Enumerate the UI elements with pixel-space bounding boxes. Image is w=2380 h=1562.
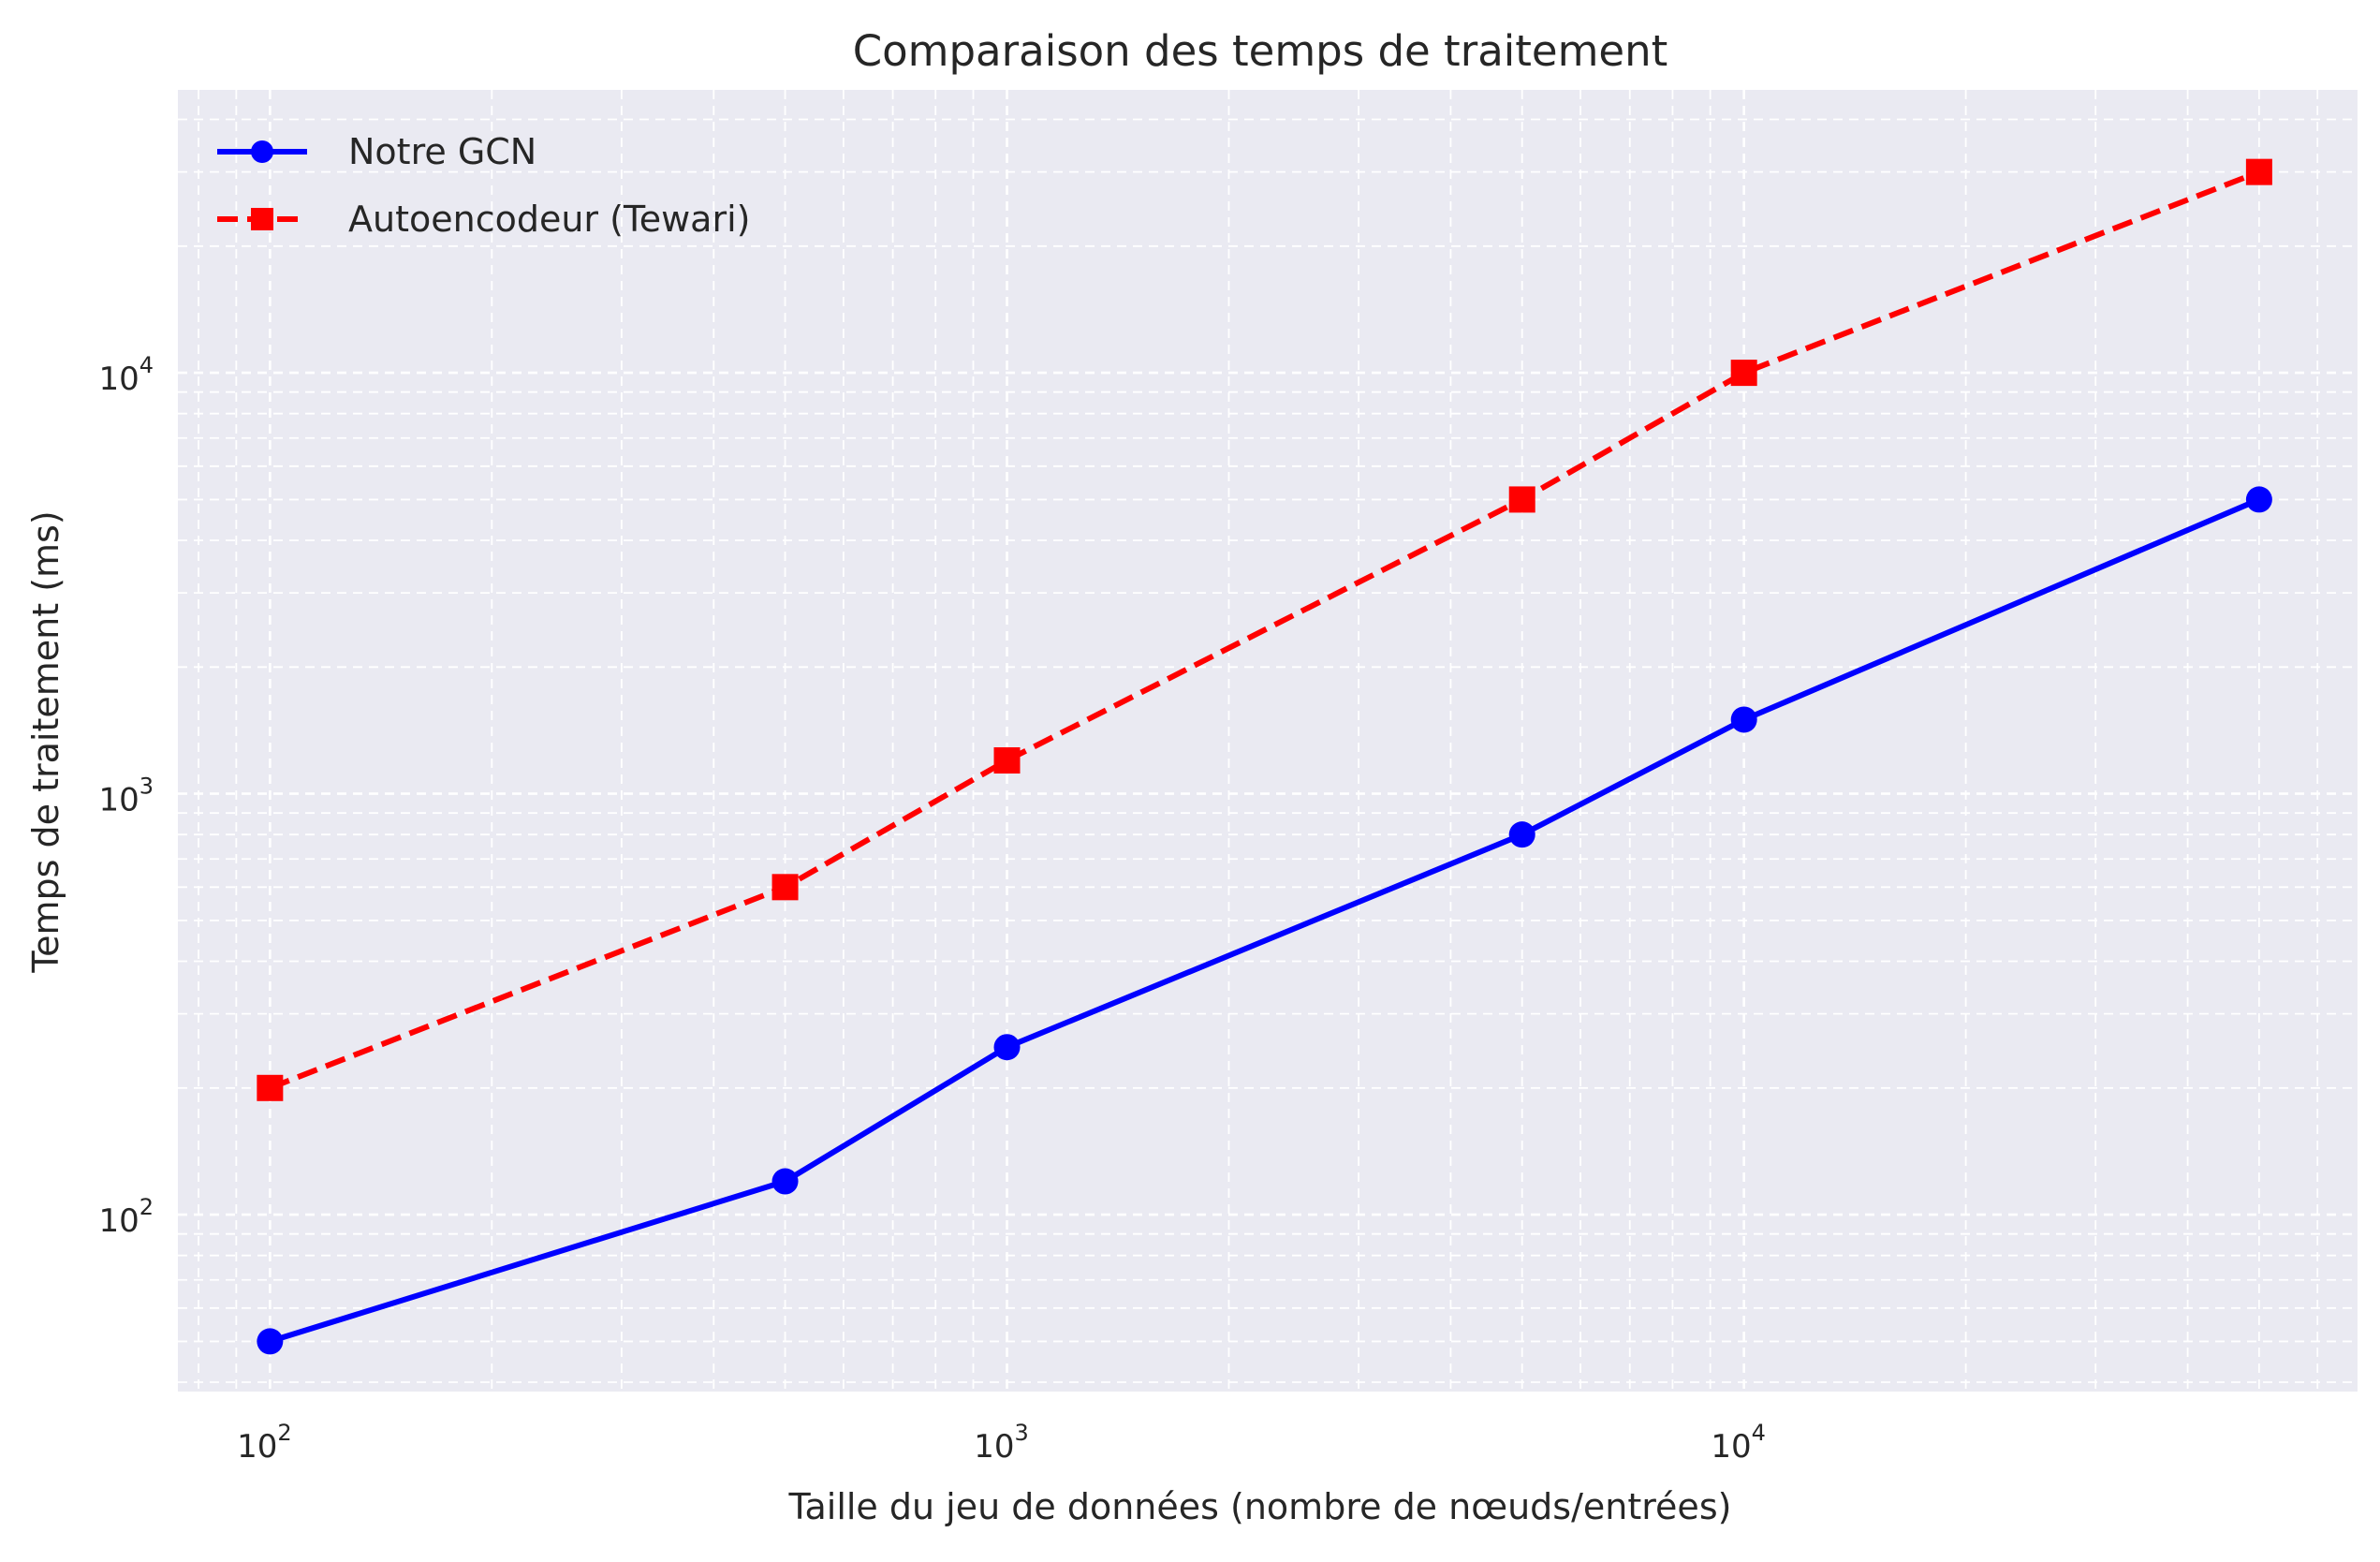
x-tick-label-base: 10	[1711, 1428, 1751, 1466]
major-grid	[178, 90, 2358, 1392]
y-tick-label-base: 10	[98, 361, 139, 398]
y-tick-label-exponent: 4	[140, 352, 154, 378]
series-gcn	[257, 486, 2272, 1355]
x-tick-label-exponent: 3	[1015, 1420, 1029, 1446]
y-tick-label: 104	[98, 352, 154, 398]
y-tick-label-exponent: 2	[140, 1194, 154, 1220]
x-tick-label: 102	[237, 1420, 292, 1466]
legend-item-gcn: Notre GCN	[217, 131, 536, 172]
series-line-gcn	[267, 496, 2262, 1345]
data-point-autoencoder	[771, 874, 799, 901]
chart-title: Comparaison des temps de traitement	[853, 26, 1668, 76]
y-tick-label-base: 10	[98, 1202, 139, 1240]
data-point-autoencoder	[993, 747, 1021, 774]
x-tick-label-base: 10	[237, 1428, 277, 1466]
y-tick-label: 102	[98, 1194, 154, 1240]
data-point-autoencoder	[2245, 158, 2272, 185]
data-point-gcn	[257, 1328, 284, 1355]
legend-label-gcn: Notre GCN	[348, 131, 536, 172]
data-point-gcn	[1730, 706, 1757, 733]
data-point-autoencoder	[257, 1074, 284, 1101]
legend-label-autoencoder: Autoencodeur (Tewari)	[348, 199, 750, 240]
data-point-autoencoder	[1730, 360, 1757, 387]
series-layer	[257, 158, 2272, 1355]
legend: Notre GCN Autoencodeur (Tewari)	[217, 131, 750, 240]
y-tick-label: 103	[98, 774, 154, 819]
series-autoencoder	[257, 158, 2272, 1101]
legend-marker-gcn	[251, 140, 273, 163]
legend-item-autoencoder: Autoencodeur (Tewari)	[217, 199, 750, 240]
plot-area	[178, 90, 2358, 1392]
x-axis-label: Taille du jeu de données (nombre de nœud…	[788, 1486, 1732, 1527]
y-axis-label: Temps de traitement (ms)	[25, 510, 66, 973]
data-point-autoencoder	[1508, 486, 1535, 513]
y-tick-label-base: 10	[98, 782, 139, 819]
data-point-gcn	[771, 1168, 799, 1195]
x-tick-label: 104	[1711, 1420, 1766, 1466]
data-point-gcn	[1508, 821, 1535, 848]
data-point-gcn	[2245, 486, 2272, 513]
x-tick-label: 103	[974, 1420, 1029, 1466]
x-tick-label-exponent: 4	[1752, 1420, 1766, 1446]
y-tick-label-exponent: 3	[140, 774, 154, 800]
x-tick-label-base: 10	[974, 1428, 1014, 1466]
data-point-gcn	[993, 1034, 1021, 1061]
x-tick-label-exponent: 2	[277, 1420, 291, 1446]
minor-grid	[178, 90, 2358, 1392]
series-line-autoencoder	[269, 169, 2260, 1091]
legend-marker-autoencoder	[251, 208, 273, 230]
